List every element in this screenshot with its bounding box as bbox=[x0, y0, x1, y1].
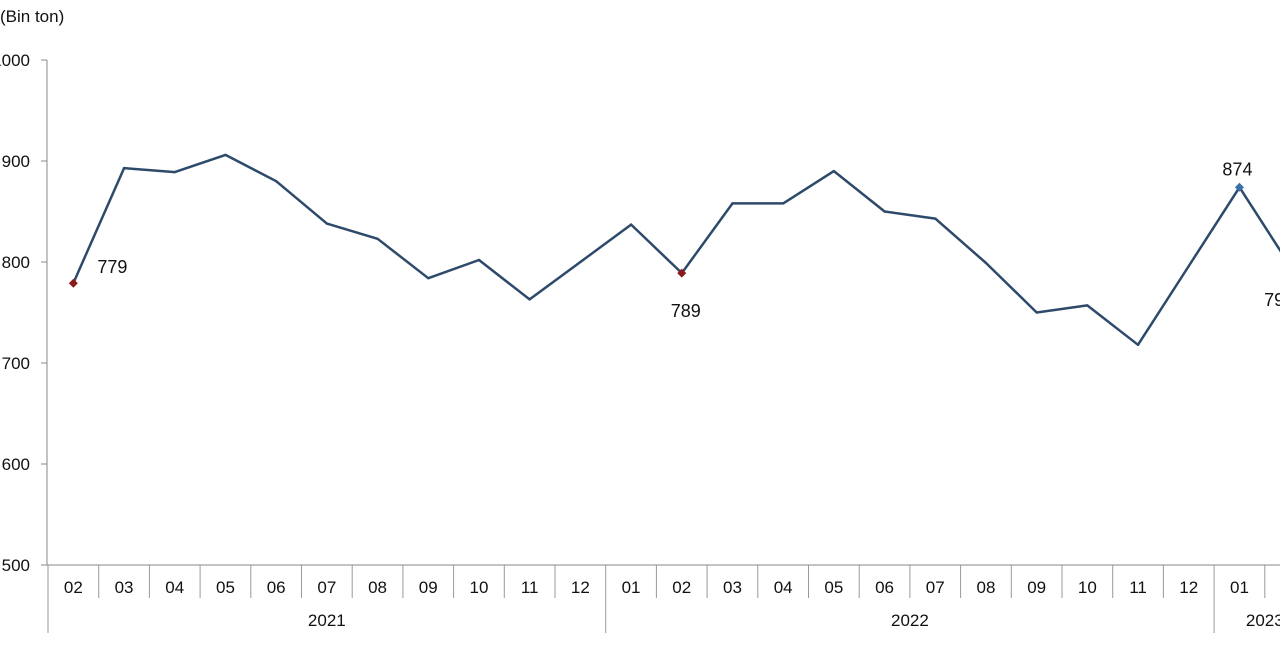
x-tick-label: 06 bbox=[875, 578, 894, 597]
x-tick-label: 02 bbox=[672, 578, 691, 597]
x-tick-label: 03 bbox=[723, 578, 742, 597]
x-tick-label: 04 bbox=[165, 578, 184, 597]
data-point bbox=[629, 223, 633, 226]
data-label: 779 bbox=[97, 257, 127, 277]
x-tick-label: 07 bbox=[317, 578, 336, 597]
x-tick-label: 04 bbox=[774, 578, 793, 597]
data-point bbox=[1035, 311, 1038, 314]
annotation-marker bbox=[677, 268, 687, 278]
x-tick-label: 11 bbox=[1129, 578, 1147, 597]
data-point bbox=[122, 166, 126, 170]
x-tick-label: 09 bbox=[419, 578, 438, 597]
x-tick-label: 05 bbox=[824, 578, 843, 597]
x-tick-label: 06 bbox=[267, 578, 286, 597]
x-tick-label: 09 bbox=[1027, 578, 1046, 597]
x-tick-label: 08 bbox=[368, 578, 387, 597]
y-tick-label: 900 bbox=[2, 152, 30, 171]
data-point bbox=[832, 169, 836, 173]
x-tick-label: 10 bbox=[1078, 578, 1097, 597]
y-tick-label: 800 bbox=[2, 253, 30, 272]
y-tick-label: 500 bbox=[2, 556, 30, 575]
x-tick-label: 12 bbox=[571, 578, 590, 597]
x-tick-label: 10 bbox=[469, 578, 488, 597]
data-point bbox=[1086, 304, 1089, 307]
x-tick-label: 07 bbox=[926, 578, 945, 597]
data-label: 789 bbox=[671, 301, 701, 321]
data-point bbox=[477, 258, 481, 262]
y-tick-label: 1000 bbox=[0, 51, 30, 70]
x-tick-label: 08 bbox=[976, 578, 995, 597]
y-tick-label: 600 bbox=[2, 455, 30, 474]
y-tick-label: 700 bbox=[2, 354, 30, 373]
data-point bbox=[579, 260, 582, 264]
data-point bbox=[1136, 343, 1140, 347]
data-point bbox=[984, 261, 988, 265]
x-tick-label: 03 bbox=[115, 578, 134, 597]
x-tick-label: 01 bbox=[622, 578, 641, 597]
data-point bbox=[427, 276, 430, 280]
x-tick-label: 05 bbox=[216, 578, 235, 597]
x-tick-label: 12 bbox=[1179, 578, 1198, 597]
data-point bbox=[376, 237, 379, 240]
data-point bbox=[224, 153, 227, 157]
data-point bbox=[274, 180, 278, 183]
year-label: 2022 bbox=[891, 611, 929, 630]
annotation-marker bbox=[1234, 182, 1244, 192]
data-point bbox=[731, 202, 734, 205]
x-tick-label: 02 bbox=[64, 578, 83, 597]
unit-label: (Bin ton) bbox=[0, 7, 65, 26]
data-point bbox=[934, 217, 937, 220]
data-label: 874 bbox=[1222, 159, 1252, 179]
data-point bbox=[528, 298, 531, 301]
data-point bbox=[325, 222, 329, 225]
data-point bbox=[781, 202, 785, 205]
year-label: 2021 bbox=[308, 611, 346, 630]
data-point bbox=[883, 210, 886, 213]
x-tick-label: 11 bbox=[521, 578, 539, 597]
data-point bbox=[173, 170, 176, 174]
annotation-marker bbox=[68, 278, 78, 288]
data-point bbox=[1187, 264, 1190, 268]
year-label: 2023 bbox=[1246, 611, 1280, 630]
x-tick-label: 01 bbox=[1230, 578, 1249, 597]
data-label: 796 bbox=[1264, 290, 1280, 310]
